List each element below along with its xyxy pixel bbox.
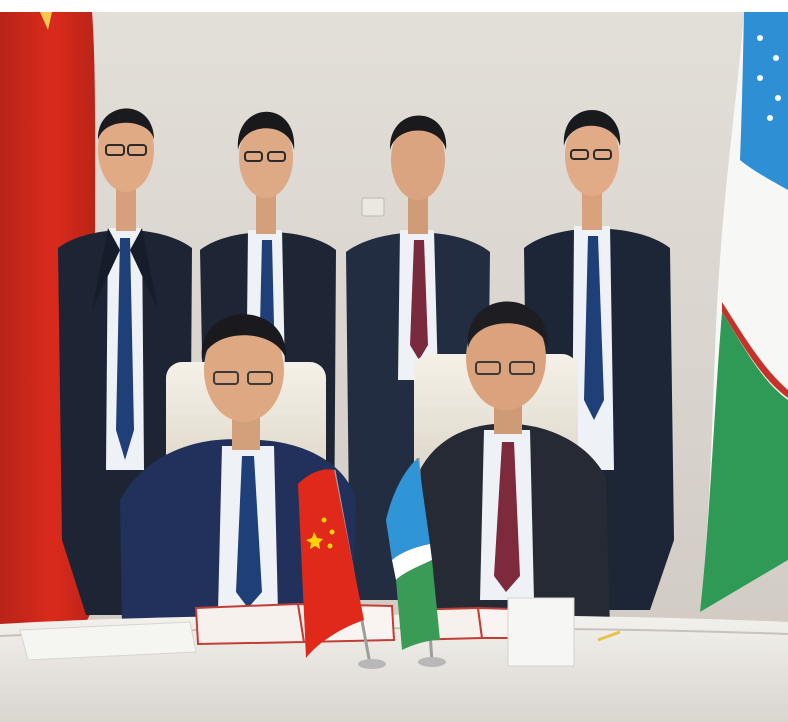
seated-person-right (418, 301, 610, 628)
paper-card (507, 597, 575, 667)
uzbekistan-flag-large (700, 12, 788, 612)
table-flag-china (298, 469, 386, 669)
seated-person-left (120, 314, 356, 628)
loose-papers (19, 621, 197, 661)
standing-person-1 (58, 108, 192, 615)
wall-outlet (361, 197, 385, 217)
table-flag-uzbekistan (386, 457, 446, 667)
pen (597, 630, 621, 642)
top-white-strip (0, 0, 788, 12)
